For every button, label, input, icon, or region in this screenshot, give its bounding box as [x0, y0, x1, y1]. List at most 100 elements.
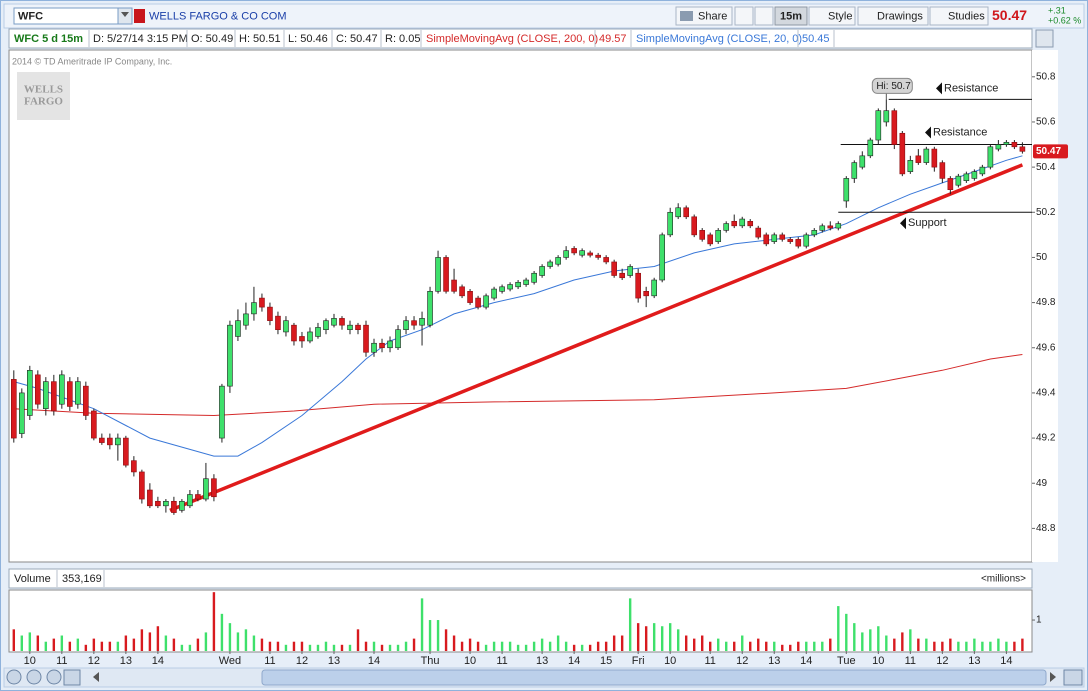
x-tick-label: 14 — [1000, 655, 1012, 667]
volume-bar — [316, 644, 320, 651]
candle-body — [555, 257, 561, 265]
drawings-button[interactable] — [857, 6, 929, 26]
volume-bar — [188, 644, 192, 651]
volume-bar — [676, 629, 680, 651]
volume-bar — [781, 644, 784, 651]
studies-button[interactable] — [929, 6, 989, 26]
volume-bar — [372, 641, 376, 651]
interval-button[interactable] — [774, 6, 808, 26]
candle-body — [907, 160, 914, 172]
volume-bar — [717, 638, 720, 651]
scroll-thumb[interactable] — [261, 669, 1047, 686]
candle-body — [395, 329, 401, 349]
style-button[interactable] — [808, 6, 856, 26]
volume-bar — [1005, 641, 1008, 651]
interval-label: 15m — [780, 10, 802, 22]
info-bar — [8, 28, 1033, 49]
zoom-reset-button[interactable] — [26, 669, 42, 685]
volume-bar — [837, 606, 840, 651]
last-price: 50.47 — [992, 7, 1027, 23]
studies-label: Studies — [948, 10, 985, 22]
x-tick-label: 12 — [736, 655, 748, 667]
volume-bar — [348, 644, 352, 651]
candle-body — [867, 139, 874, 157]
volume-bar — [821, 641, 824, 651]
candle-body — [587, 252, 593, 256]
panel-settings-button[interactable] — [1035, 29, 1054, 48]
y-tick-label: 49.6 — [1036, 342, 1056, 353]
candle-body — [923, 148, 930, 163]
candle-body — [155, 500, 161, 507]
x-tick-label: 11 — [905, 655, 916, 667]
info-close: C: 50.47 — [336, 33, 378, 45]
candle-body — [579, 250, 585, 256]
company-icon — [134, 9, 145, 23]
candle-body — [875, 110, 882, 141]
dropdown-arrow — [121, 12, 129, 17]
symbol: WFC — [18, 10, 43, 22]
study-name: SimpleMovingAvg (CLOSE, 20, 0) — [636, 33, 802, 45]
scroll-right[interactable] — [1050, 672, 1056, 682]
volume-last: 353,169 — [62, 573, 102, 585]
zoom-in-button[interactable] — [6, 669, 22, 685]
candle-body — [939, 162, 946, 179]
volume-bar — [1013, 641, 1016, 651]
candle-body — [59, 374, 65, 405]
candle-body — [459, 286, 465, 297]
volume-bar — [636, 623, 640, 651]
x-tick-label: 13 — [968, 655, 980, 667]
candle-body — [915, 155, 922, 163]
volume-bar — [124, 635, 128, 651]
volume-bar — [877, 626, 880, 651]
volume-bar — [797, 641, 800, 651]
info-separators — [88, 30, 835, 47]
candle-body — [979, 166, 986, 175]
y-tick-label: 50.8 — [1036, 71, 1056, 82]
volume-bar — [709, 641, 712, 651]
candle-body — [571, 248, 577, 254]
candle-body — [851, 162, 858, 179]
scroll-end[interactable] — [1063, 669, 1083, 686]
candle-body — [267, 306, 273, 321]
volume-bar — [420, 598, 424, 651]
volume-bar — [917, 638, 920, 651]
volume-bar — [204, 632, 208, 651]
x-tick-label: 12 — [936, 655, 948, 667]
tool-button[interactable] — [734, 6, 754, 26]
volume-bar — [789, 644, 792, 651]
scroll-left[interactable] — [93, 672, 99, 682]
high-label: Hi: — [876, 81, 888, 92]
volume-bar — [260, 638, 264, 651]
candle-body — [507, 284, 513, 290]
moving-average — [13, 155, 1023, 457]
candle-body — [899, 132, 906, 175]
volume-bar — [180, 644, 184, 651]
candle-body — [883, 110, 890, 123]
candle-body — [243, 313, 249, 326]
candle-body — [139, 471, 145, 500]
candle-body — [323, 320, 329, 330]
zoom-out-button[interactable] — [46, 669, 62, 685]
x-tick-label: 10 — [872, 655, 884, 667]
draw-button[interactable] — [63, 669, 81, 686]
style-label: Style — [828, 10, 852, 22]
drawings-label: Drawings — [877, 10, 923, 22]
volume-bar — [220, 613, 224, 651]
candle-body — [347, 324, 353, 330]
candle-body — [803, 234, 810, 247]
volume-bar — [388, 644, 392, 651]
candle-body — [91, 410, 97, 439]
volume-bar — [532, 641, 536, 651]
volume-bar — [508, 641, 512, 651]
study-value: 49.57 — [599, 33, 627, 45]
volume-bar — [28, 632, 32, 651]
settings-button[interactable] — [754, 6, 774, 26]
y-tick-label: 50 — [1036, 252, 1048, 263]
volume-bar — [644, 626, 648, 651]
volume-bar — [212, 592, 216, 651]
candle-body — [307, 331, 313, 342]
candle-body — [451, 279, 457, 292]
volume-bar — [252, 635, 256, 651]
volume-bar — [140, 629, 144, 651]
volume-bar — [901, 632, 904, 651]
